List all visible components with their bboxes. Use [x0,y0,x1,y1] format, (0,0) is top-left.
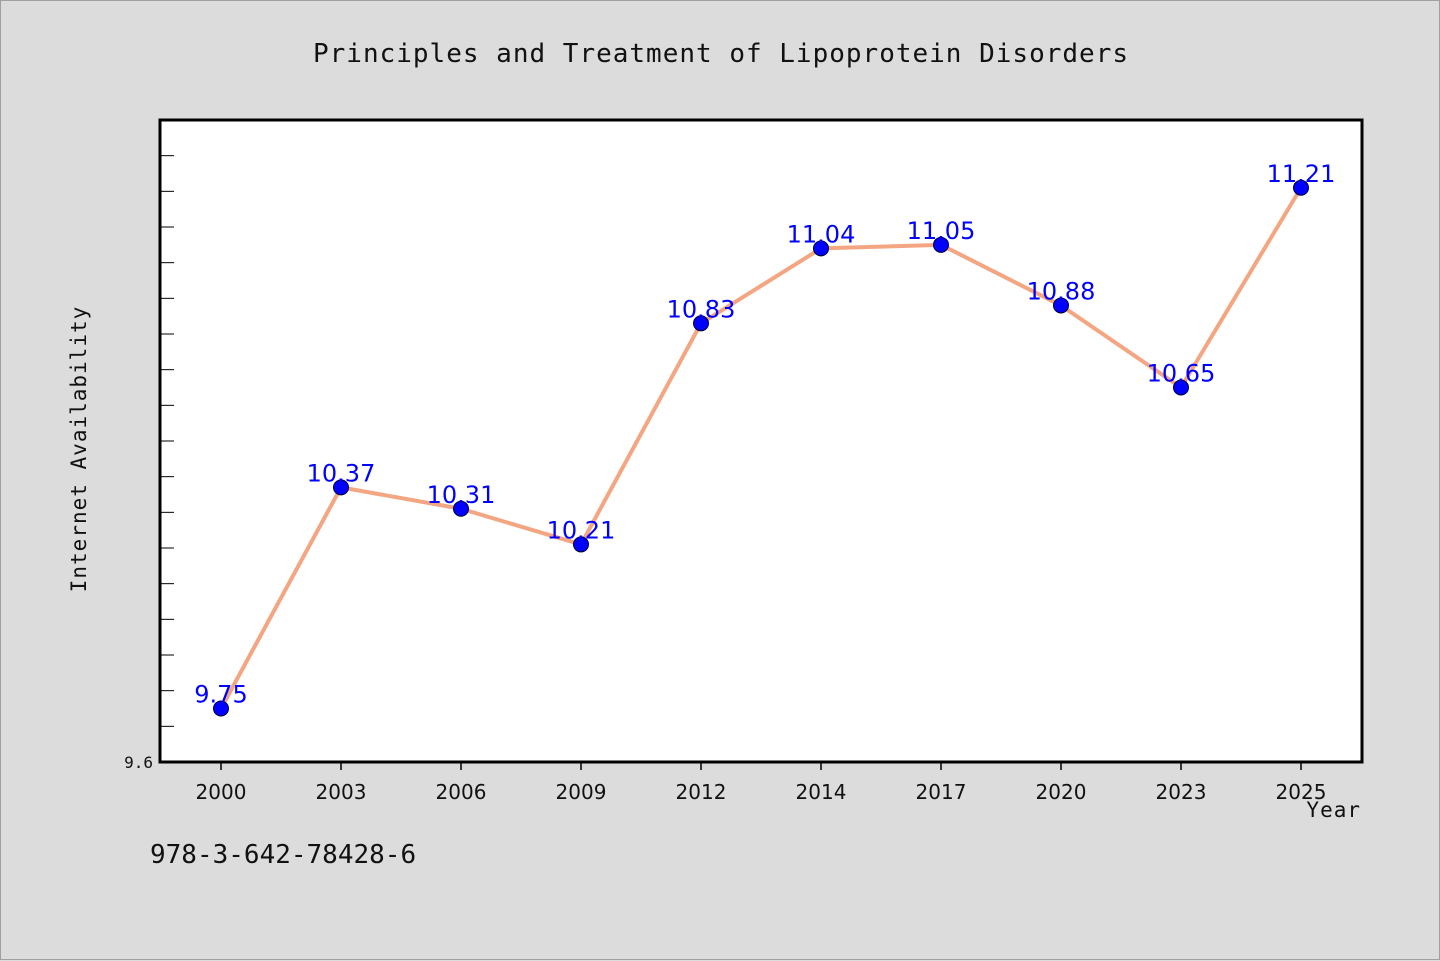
data-point [1173,379,1189,396]
data-label: 10.65 [1147,360,1216,388]
data-point [1053,297,1069,314]
x-tick-label: 2014 [796,780,847,804]
x-tick-label: 2006 [436,780,487,804]
data-point [1293,179,1309,196]
data-point [573,536,589,553]
x-tick-label: 2012 [676,780,727,804]
x-axis-ticks: 2000 2003 2006 2009 2012 2014 2017 2020 2023 2025 [196,762,1327,804]
x-tick-label: 2000 [196,780,247,804]
plot-area [158,118,1364,764]
data-label: 9.75 [194,681,247,709]
data-labels-group: 9.75 10.37 10.31 10.21 10.83 11.04 11.05 10.88 1… [194,160,1335,709]
x-tick-label: 2009 [556,780,607,804]
markers-group [213,179,1309,717]
x-tick-label: 2025 [1276,780,1327,804]
data-point [453,500,469,517]
series-line [219,185,1303,711]
data-label: 10.21 [547,516,616,544]
data-label: 10.37 [307,459,376,487]
data-label: 10.88 [1027,277,1096,305]
x-tick-label: 2003 [316,780,367,804]
data-point [333,479,349,496]
data-point [813,240,829,257]
chart-title: Principles and Treatment of Lipoprotein … [313,39,1129,69]
y-axis-label: Internet Availability [67,306,91,593]
y-tick-label: 9.6 [124,753,153,772]
isbn-text: 978-3-642-78428-6 [150,840,416,870]
data-label: 11.04 [787,220,856,248]
series-line-group [219,185,1303,711]
data-label: 11.21 [1267,160,1336,188]
data-point [933,236,949,253]
data-label: 10.83 [667,295,736,323]
data-label: 10.31 [427,481,496,509]
y-axis-ticks [160,155,174,727]
x-tick-label: 2023 [1156,780,1207,804]
data-label: 11.05 [907,217,976,245]
data-point [213,700,229,717]
x-tick-label: 2020 [1036,780,1087,804]
x-tick-label: 2017 [916,780,967,804]
data-point [693,315,709,332]
x-axis-label: Year [1306,798,1361,822]
